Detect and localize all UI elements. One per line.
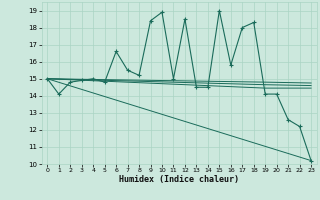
X-axis label: Humidex (Indice chaleur): Humidex (Indice chaleur): [119, 175, 239, 184]
